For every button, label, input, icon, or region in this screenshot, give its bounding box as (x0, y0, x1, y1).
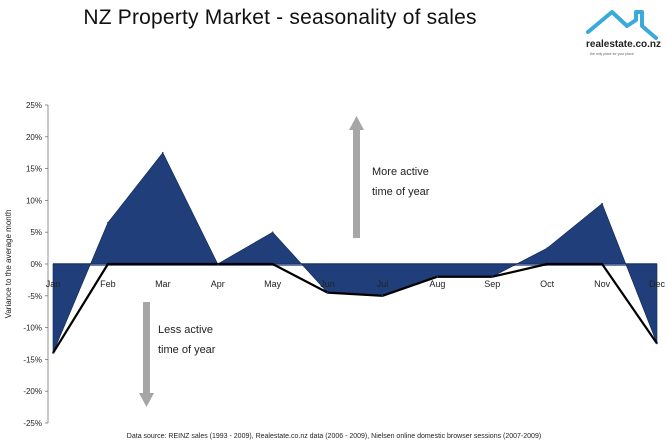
data-point-dec (656, 342, 658, 345)
x-axis-labels: Jan Feb Mar Apr May Jun Jul Aug Sep Oct Nov Dec (46, 279, 666, 289)
x-tick-label: Nov (594, 279, 611, 289)
x-tick-label: Dec (649, 279, 666, 289)
data-point-jul (381, 295, 384, 297)
data-point-oct (546, 247, 548, 249)
y-tick-label: 10% (26, 196, 42, 205)
data-point-jan (52, 352, 54, 354)
annotation-more-active-line1: More active (372, 166, 429, 178)
x-tick-label: Aug (429, 279, 445, 289)
annotation-less-active-line2: time of year (158, 344, 216, 356)
y-tick-label: 5% (30, 228, 42, 237)
up-arrow-icon (349, 116, 364, 130)
logo-name: realestate.co.nz (586, 39, 662, 50)
data-point-apr (216, 263, 219, 265)
data-point-jun (326, 291, 329, 294)
data-point-feb (107, 221, 109, 224)
y-axis-ticks: 25% 20% 15% 10% 5% 0% -5% -10% -15% -20% -25% (23, 101, 49, 428)
x-tick-label: Mar (155, 279, 171, 289)
data-source-note: Data source: REINZ sales (1993 - 2009), … (126, 433, 542, 440)
annotation-less-active-line1: Less active (158, 324, 214, 336)
y-tick-label: 15% (26, 165, 42, 174)
y-tick-label: -15% (23, 355, 42, 364)
y-axis-label: Variance to the average month (4, 210, 13, 319)
annotation-less-active: Less active time of year (158, 320, 215, 360)
data-point-may (271, 231, 274, 233)
data-point-mar (162, 151, 164, 154)
data-point-aug (436, 275, 439, 278)
down-arrow-shaft (143, 302, 150, 394)
annotation-arrows (139, 116, 364, 407)
x-tick-label: Oct (540, 279, 555, 289)
data-point-sep (491, 275, 494, 278)
x-tick-label: Jan (46, 279, 61, 289)
house-logo-icon (586, 10, 658, 40)
x-tick-label: Apr (211, 279, 225, 289)
y-tick-label: -5% (28, 292, 42, 301)
chart-title: NZ Property Market - seasonality of sale… (83, 6, 477, 29)
y-tick-label: -25% (23, 419, 42, 428)
y-tick-label: 20% (26, 133, 42, 142)
y-tick-label: -20% (23, 387, 42, 396)
variance-line (52, 151, 658, 354)
x-tick-label: May (264, 279, 282, 289)
logo-tagline: the only place for your place (590, 52, 634, 56)
y-tick-label: 0% (30, 260, 42, 269)
below-average-line (52, 262, 658, 354)
annotation-more-active: More active time of year (372, 162, 429, 202)
y-tick-label: 25% (26, 101, 42, 110)
x-tick-label: Feb (100, 279, 116, 289)
up-arrow-shaft (353, 128, 360, 238)
x-tick-label: Sep (484, 279, 500, 289)
x-tick-label: Jul (377, 279, 389, 289)
data-point-nov (601, 202, 603, 205)
annotation-more-active-line2: time of year (372, 186, 430, 198)
x-tick-label: Jun (320, 279, 335, 289)
y-tick-label: -10% (23, 324, 42, 333)
down-arrow-icon (139, 393, 154, 407)
